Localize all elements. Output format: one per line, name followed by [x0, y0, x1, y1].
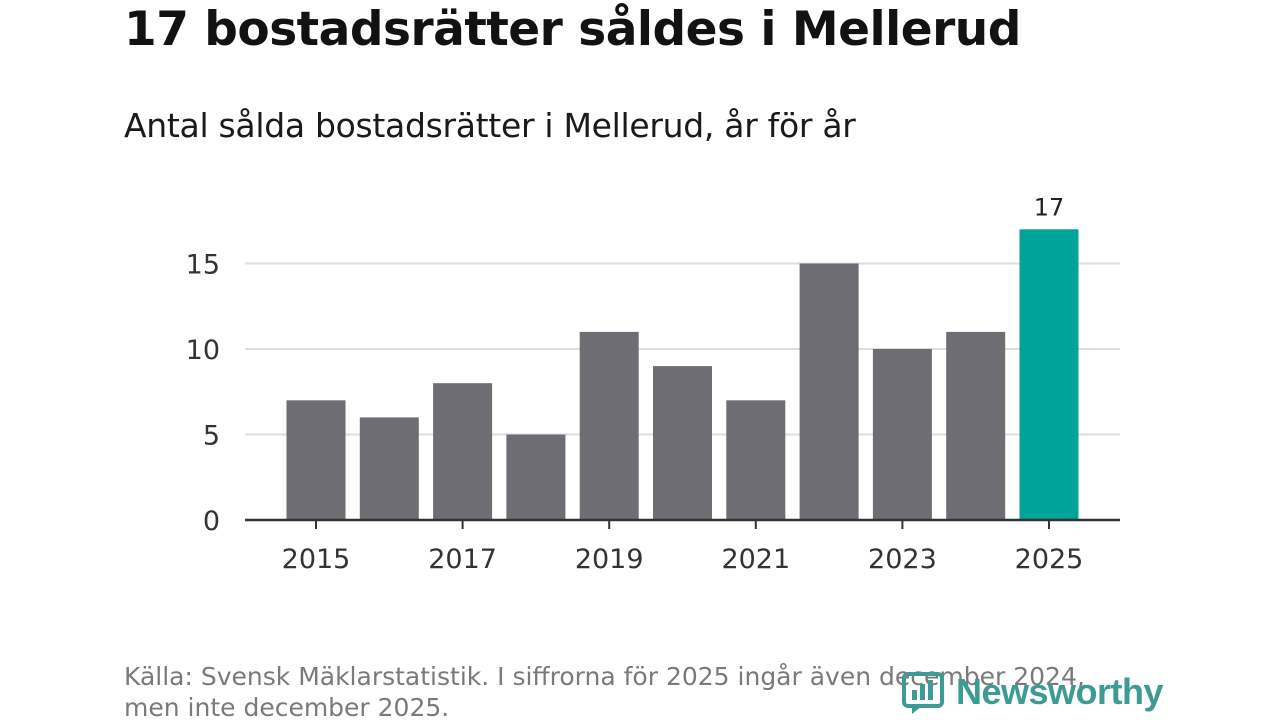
data-label-2025: 17 [1034, 193, 1065, 221]
bar-2023 [872, 349, 932, 520]
newsworthy-logo: Newsworthy [902, 668, 1164, 716]
x-tick-label-2019: 2019 [575, 544, 644, 575]
chart-subtitle: Antal sålda bostadsrätter i Mellerud, år… [124, 106, 856, 145]
chart-title: 17 bostadsrätter såldes i Mellerud [124, 2, 1021, 57]
brand-name: Newsworthy [956, 671, 1164, 712]
x-tick-label-2017: 2017 [428, 544, 497, 575]
bar-2018 [506, 434, 566, 520]
bar-2016 [359, 417, 419, 520]
y-tick-label-0: 0 [203, 506, 220, 537]
x-tick-label-2023: 2023 [868, 544, 937, 575]
labels: 0 5 10 15 17 2015 2017 2019 2021 2023 2025 [186, 193, 1084, 575]
bar-2019 [579, 331, 639, 520]
bar-2022 [799, 263, 859, 520]
x-axis [245, 518, 1120, 529]
x-tick-label-2015: 2015 [282, 544, 351, 575]
newsworthy-logo-icon [902, 672, 944, 714]
bar-2024 [946, 331, 1006, 520]
bar-2015 [286, 400, 346, 520]
bar-2025 [1019, 229, 1079, 521]
x-tick-label-2025: 2025 [1015, 544, 1084, 575]
bar-chart: 0 5 10 15 17 2015 2017 2019 2021 2023 2025 [186, 193, 1120, 575]
y-tick-label-15: 15 [186, 250, 220, 281]
y-tick-label-5: 5 [203, 421, 220, 452]
source-line-2: men inte december 2025. [124, 693, 450, 722]
x-tick-label-2021: 2021 [721, 544, 790, 575]
bar-2020 [653, 366, 712, 520]
y-tick-label-10: 10 [186, 335, 220, 366]
bar-2021 [726, 400, 786, 520]
bar-2017 [433, 383, 493, 520]
bars [286, 229, 1079, 521]
